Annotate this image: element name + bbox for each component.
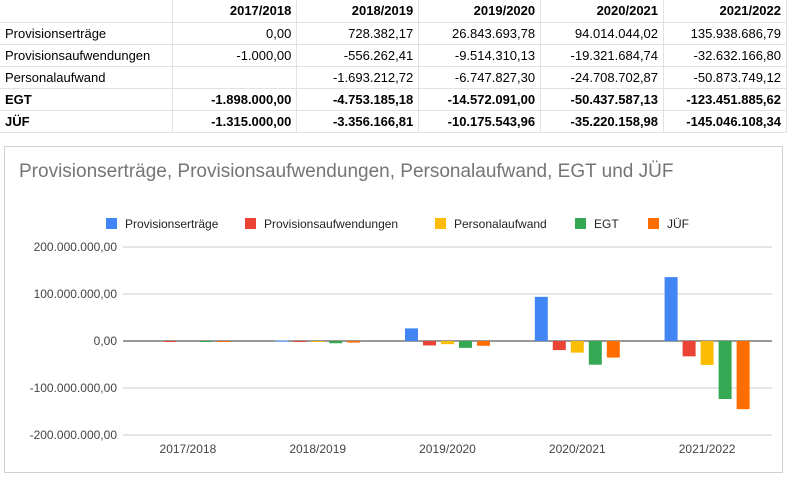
legend-swatch xyxy=(648,218,659,229)
table-cell[interactable]: -24.708.702,87 xyxy=(540,66,665,89)
table-cell[interactable]: -1.693.212,72 xyxy=(296,66,420,89)
table-row: JÜF -1.315.000,00 -3.356.166,81 -10.175.543… xyxy=(0,110,787,133)
legend-item[interactable]: Personalaufwand xyxy=(435,217,547,231)
row-label-cell[interactable]: Provisionsaufwendungen xyxy=(0,44,174,67)
y-tick-label: 0,00 xyxy=(94,334,118,348)
bar[interactable] xyxy=(534,296,548,341)
x-tick-label: 2017/2018 xyxy=(160,442,217,456)
legend-swatch xyxy=(106,218,117,229)
table-cell[interactable]: -1.000,00 xyxy=(172,44,298,67)
x-tick-label: 2020/2021 xyxy=(549,442,606,456)
table-cell[interactable]: -145.046.108,34 xyxy=(663,110,787,133)
bar[interactable] xyxy=(682,341,696,357)
table-cell[interactable]: -10.175.543,96 xyxy=(418,110,542,133)
table-cell[interactable]: -6.747.827,30 xyxy=(418,66,542,89)
column-header[interactable] xyxy=(0,0,174,23)
bar[interactable] xyxy=(275,340,289,342)
legend-label: Personalaufwand xyxy=(454,217,547,231)
bar[interactable] xyxy=(664,277,678,341)
bar[interactable] xyxy=(311,341,325,342)
y-tick-label: -100.000.000,00 xyxy=(30,381,118,395)
table-cell[interactable]: -32.632.166,80 xyxy=(663,44,787,67)
table-row: Provisionserträge 0,00 728.382,17 26.843.69… xyxy=(0,22,787,45)
table-row: Personalaufwand -1.693.212,72 -6.747.827,3… xyxy=(0,66,787,89)
table-row: EGT -1.898.000,00 -4.753.185,18 -14.572.091… xyxy=(0,88,787,111)
x-tick-label: 2018/2019 xyxy=(289,442,346,456)
bar[interactable] xyxy=(293,341,307,342)
legend-swatch xyxy=(575,218,586,229)
legend-label: JÜF xyxy=(667,217,689,231)
table-cell[interactable]: -50.873.749,12 xyxy=(663,66,787,89)
bar-chart: Provisionserträge Provisionsaufwendungen P… xyxy=(30,217,772,456)
bar[interactable] xyxy=(736,341,750,410)
bar[interactable] xyxy=(441,341,454,345)
table-cell[interactable]: -19.321.684,74 xyxy=(540,44,665,67)
table-header-row: 2017/2018 2018/2019 2019/2020 2020/2021 2021… xyxy=(0,0,787,23)
y-tick-label: 100.000.000,00 xyxy=(34,287,118,301)
bar[interactable] xyxy=(217,341,231,342)
table-cell[interactable]: 728.382,17 xyxy=(296,22,420,45)
bar[interactable] xyxy=(700,341,714,365)
legend-swatch xyxy=(435,218,446,229)
legend-item[interactable]: JÜF xyxy=(648,217,689,231)
table-cell[interactable]: 0,00 xyxy=(172,22,298,45)
bar[interactable] xyxy=(163,341,177,342)
bar[interactable] xyxy=(459,341,472,348)
table-cell[interactable]: 26.843.693,78 xyxy=(418,22,542,45)
table-cell[interactable]: 94.014.044,02 xyxy=(540,22,665,45)
bar[interactable] xyxy=(477,341,490,346)
table-body: 2017/2018 2018/2019 2019/2020 2020/2021 2021… xyxy=(0,0,787,133)
table-cell[interactable]: -123.451.885,62 xyxy=(663,88,787,111)
column-header[interactable]: 2020/2021 xyxy=(540,0,665,23)
table-row: Provisionsaufwendungen -1.000,00 -556.262,… xyxy=(0,44,787,67)
bar[interactable] xyxy=(588,341,602,365)
y-tick-label: -200.000.000,00 xyxy=(30,428,118,442)
legend-label: EGT xyxy=(594,217,619,231)
table-cell[interactable]: -1.898.000,00 xyxy=(172,88,298,111)
chart-container[interactable]: Provisionserträge, Provisionsaufwendunge… xyxy=(4,146,783,473)
bar[interactable] xyxy=(606,341,620,358)
legend-label: Provisionsaufwendungen xyxy=(264,217,398,231)
x-tick-label: 2019/2020 xyxy=(419,442,476,456)
table-cell[interactable] xyxy=(172,66,298,89)
x-tick-label: 2021/2022 xyxy=(679,442,736,456)
chart-title: Provisionserträge, Provisionsaufwendunge… xyxy=(19,161,674,182)
bar[interactable] xyxy=(552,341,566,351)
table-cell[interactable]: -3.356.166,81 xyxy=(296,110,420,133)
legend-item[interactable]: EGT xyxy=(575,217,619,231)
legend-item[interactable]: Provisionserträge xyxy=(106,217,219,231)
table-cell[interactable]: -35.220.158,98 xyxy=(540,110,665,133)
table-cell[interactable]: -14.572.091,00 xyxy=(418,88,542,111)
table-cell[interactable]: -1.315.000,00 xyxy=(172,110,298,133)
row-label-cell[interactable]: EGT xyxy=(0,88,174,111)
bar[interactable] xyxy=(199,341,213,342)
legend-swatch xyxy=(245,218,256,229)
bar[interactable] xyxy=(570,341,584,353)
data-table: 2017/2018 2018/2019 2019/2020 2020/2021 2021… xyxy=(0,0,787,133)
legend-item[interactable]: Provisionsaufwendungen xyxy=(245,217,398,231)
y-tick-label: 200.000.000,00 xyxy=(34,240,118,254)
table-cell[interactable]: 135.938.686,79 xyxy=(663,22,787,45)
row-label-cell[interactable]: Provisionserträge xyxy=(0,22,174,45)
table-cell[interactable]: -556.262,41 xyxy=(296,44,420,67)
legend-label: Provisionserträge xyxy=(125,217,219,231)
column-header[interactable]: 2021/2022 xyxy=(663,0,787,23)
column-header[interactable]: 2018/2019 xyxy=(296,0,420,23)
column-header[interactable]: 2017/2018 xyxy=(172,0,298,23)
table-cell[interactable]: -9.514.310,13 xyxy=(418,44,542,67)
column-header[interactable]: 2019/2020 xyxy=(418,0,542,23)
table-cell[interactable]: -50.437.587,13 xyxy=(540,88,665,111)
bar[interactable] xyxy=(347,341,361,343)
table-cell[interactable]: -4.753.185,18 xyxy=(296,88,420,111)
bar[interactable] xyxy=(405,328,418,341)
bar[interactable] xyxy=(718,341,732,400)
bar[interactable] xyxy=(329,341,343,344)
bar[interactable] xyxy=(423,341,436,346)
row-label-cell[interactable]: JÜF xyxy=(0,110,174,133)
row-label-cell[interactable]: Personalaufwand xyxy=(0,66,174,89)
